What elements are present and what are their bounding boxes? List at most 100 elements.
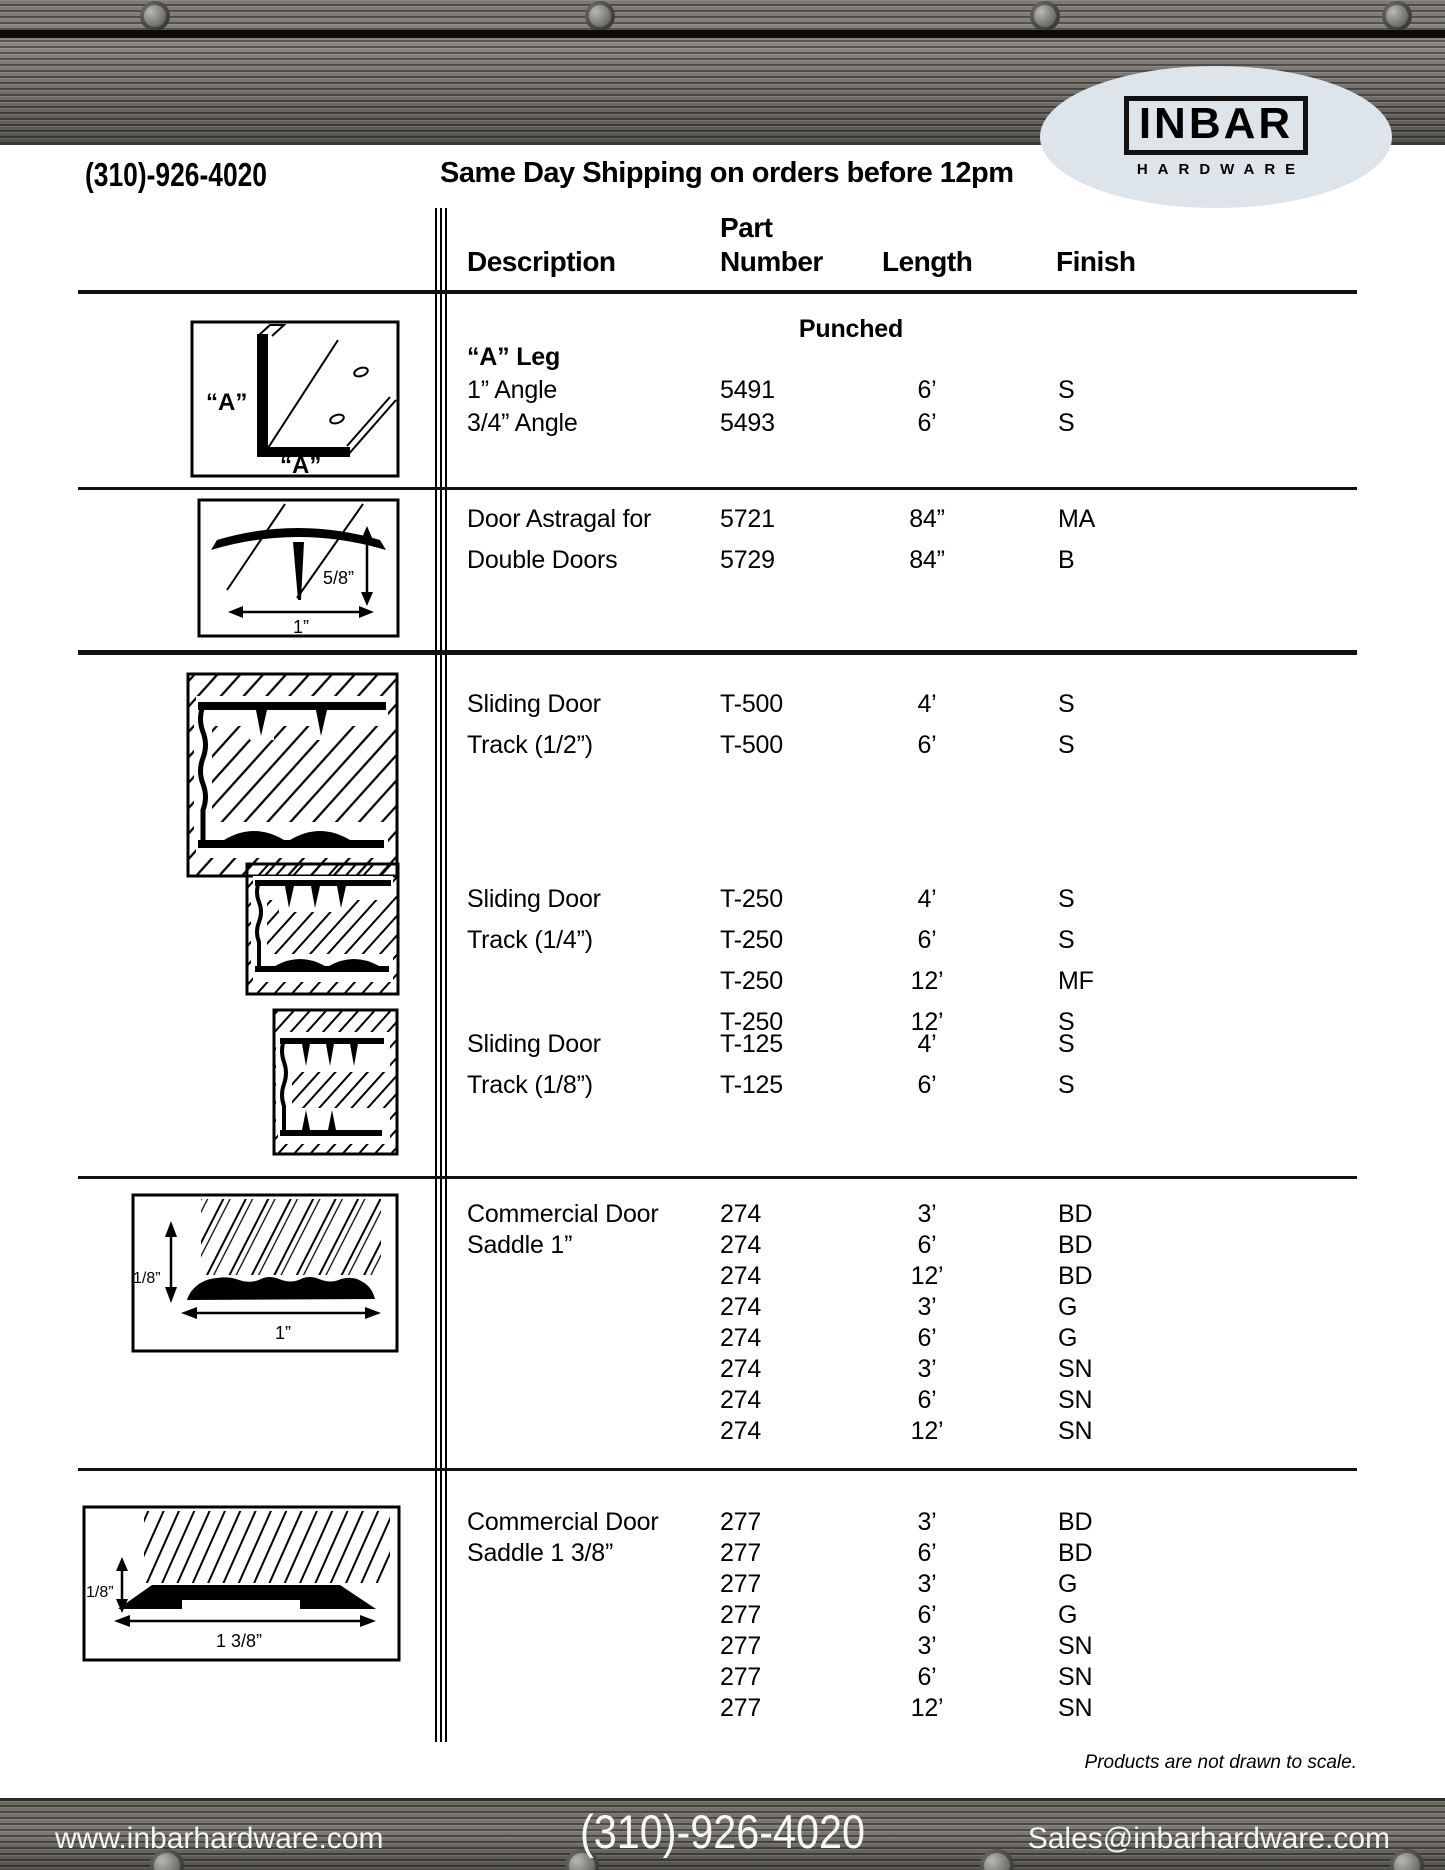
finish-cell: S bbox=[1058, 731, 1075, 759]
screw-icon bbox=[1382, 1, 1412, 31]
finish-cell: BD bbox=[1058, 1200, 1093, 1228]
finish-cell: S bbox=[1058, 926, 1075, 954]
part-cell: T-500 bbox=[720, 731, 783, 759]
column-header-length: Length bbox=[882, 246, 973, 277]
finish-cell: G bbox=[1058, 1293, 1078, 1321]
sliding-track-quarter-diagram bbox=[245, 862, 400, 996]
column-header-number: Number bbox=[720, 246, 823, 277]
length-cell: 3’ bbox=[917, 1632, 937, 1660]
sliding-track-eighth-diagram bbox=[272, 1008, 399, 1156]
desc-cell: Double Doors bbox=[467, 546, 618, 574]
screw-icon bbox=[565, 1849, 599, 1870]
column-header-description: Description bbox=[467, 246, 616, 277]
table-row: Sliding Door T-125 4’ S bbox=[467, 1030, 1187, 1071]
length-cell: 3’ bbox=[917, 1508, 937, 1536]
astragal-height-dim: 5/8” bbox=[323, 568, 354, 588]
header-phone: (310)-926-4020 bbox=[85, 156, 267, 193]
table-row: T-250 12’ MF bbox=[467, 967, 1187, 1008]
finish-cell: SN bbox=[1058, 1694, 1093, 1722]
table-row: Sliding Door T-250 4’ S bbox=[467, 885, 1187, 926]
desc-cell: Track (1/2”) bbox=[467, 731, 593, 759]
part-cell: 5491 bbox=[720, 376, 775, 404]
length-cell: 4’ bbox=[917, 690, 937, 718]
footer-email: Sales@inbarhardware.com bbox=[1027, 1822, 1390, 1855]
length-cell: 12’ bbox=[910, 1694, 944, 1722]
finish-cell: BD bbox=[1058, 1508, 1093, 1536]
finish-cell: S bbox=[1058, 376, 1075, 404]
part-cell: 5729 bbox=[720, 546, 775, 574]
length-cell: 3’ bbox=[917, 1355, 937, 1383]
desc-cell: Track (1/4”) bbox=[467, 926, 593, 954]
length-cell: 6’ bbox=[917, 1601, 937, 1629]
length-cell: 4’ bbox=[917, 885, 937, 913]
desc-cell: Sliding Door bbox=[467, 1030, 601, 1058]
table-row: Sliding Door T-500 4’ S bbox=[467, 690, 1187, 731]
punched-note: Punched bbox=[798, 315, 904, 343]
desc-cell: Saddle 1” bbox=[467, 1231, 573, 1259]
saddle1-height-dim: 1/8” bbox=[133, 1270, 161, 1287]
table-row: Saddle 1” 274 6’ BD bbox=[467, 1231, 1187, 1262]
part-cell: 274 bbox=[720, 1417, 762, 1445]
astragal-profile-diagram: 5/8” 1” bbox=[197, 498, 400, 638]
saddle138-width-dim: 1 3/8” bbox=[216, 1631, 262, 1651]
section-sliding-track-eighth: Sliding Door T-125 4’ S Track (1/8”) T-125 6’ S bbox=[467, 1030, 1187, 1112]
sliding-track-half-diagram bbox=[186, 672, 399, 878]
part-cell: 5493 bbox=[720, 409, 775, 437]
table-row: 274 6’ SN bbox=[467, 1386, 1187, 1417]
screw-icon bbox=[150, 1849, 184, 1870]
part-cell: 274 bbox=[720, 1262, 762, 1290]
row-divider bbox=[78, 487, 1357, 490]
length-cell: 6’ bbox=[917, 1071, 937, 1099]
length-cell: 6’ bbox=[917, 1324, 937, 1352]
part-cell: 274 bbox=[720, 1386, 762, 1414]
table-row: 277 3’ G bbox=[467, 1570, 1187, 1601]
length-cell: 6’ bbox=[917, 1539, 937, 1567]
astragal-width-dim: 1” bbox=[293, 617, 309, 637]
length-cell: 6’ bbox=[917, 731, 937, 759]
footer-phone: (310)-926-4020 bbox=[579, 1805, 866, 1858]
length-cell: 6’ bbox=[917, 926, 937, 954]
length-cell: 12’ bbox=[910, 1262, 944, 1290]
desc-cell: Commercial Door bbox=[467, 1200, 659, 1228]
scale-disclaimer: Products are not drawn to scale. bbox=[1084, 1752, 1357, 1773]
finish-cell: SN bbox=[1058, 1355, 1093, 1383]
finish-cell: BD bbox=[1058, 1539, 1093, 1567]
part-cell: T-250 bbox=[720, 926, 783, 954]
part-cell: 277 bbox=[720, 1694, 762, 1722]
screw-icon bbox=[140, 1, 170, 31]
header-rule bbox=[78, 290, 1357, 294]
screw-icon bbox=[585, 1, 615, 31]
section-sliding-track-half: Sliding Door T-500 4’ S Track (1/2”) T-500 6’ S bbox=[467, 690, 1187, 772]
desc-cell: 3/4” Angle bbox=[467, 409, 578, 437]
length-cell: 3’ bbox=[917, 1293, 937, 1321]
part-cell: 274 bbox=[720, 1231, 762, 1259]
finish-cell: G bbox=[1058, 1324, 1078, 1352]
saddle-1in-diagram: 1/8” 1” bbox=[131, 1193, 399, 1353]
table-row: 274 3’ SN bbox=[467, 1355, 1187, 1386]
saddle-1-3-8in-diagram: 1/8” 1 3/8” bbox=[82, 1505, 401, 1662]
screw-icon bbox=[1030, 1, 1060, 31]
finish-cell: BD bbox=[1058, 1231, 1093, 1259]
angle-profile-diagram: “A” “A” bbox=[190, 320, 400, 478]
table-vertical-rule bbox=[435, 208, 447, 1742]
section-saddle-1in: Commercial Door 274 3’ BD Saddle 1” 274 6’ BD 27… bbox=[467, 1200, 1187, 1448]
table-row: 277 12’ SN bbox=[467, 1694, 1187, 1725]
finish-cell: SN bbox=[1058, 1663, 1093, 1691]
length-cell: 4’ bbox=[917, 1030, 937, 1058]
part-cell: 277 bbox=[720, 1539, 762, 1567]
table-row: Saddle 1 3/8” 277 6’ BD bbox=[467, 1539, 1187, 1570]
length-cell: 3’ bbox=[917, 1570, 937, 1598]
table-row: Double Doors 5729 84” B bbox=[467, 546, 1187, 587]
length-cell: 3’ bbox=[917, 1200, 937, 1228]
finish-cell: G bbox=[1058, 1570, 1078, 1598]
desc-cell: Saddle 1 3/8” bbox=[467, 1539, 614, 1567]
logo-subtitle: HARDWARE bbox=[1136, 160, 1306, 178]
angle-label-a-left: “A” bbox=[206, 389, 247, 416]
desc-cell: Door Astragal for bbox=[467, 505, 652, 533]
inbar-logo: INBAR HARDWARE bbox=[1040, 66, 1392, 208]
part-cell: 274 bbox=[720, 1200, 762, 1228]
table-row: 274 12’ BD bbox=[467, 1262, 1187, 1293]
table-row: Track (1/4”) T-250 6’ S bbox=[467, 926, 1187, 967]
angle-label-a-bottom: “A” bbox=[280, 452, 321, 478]
